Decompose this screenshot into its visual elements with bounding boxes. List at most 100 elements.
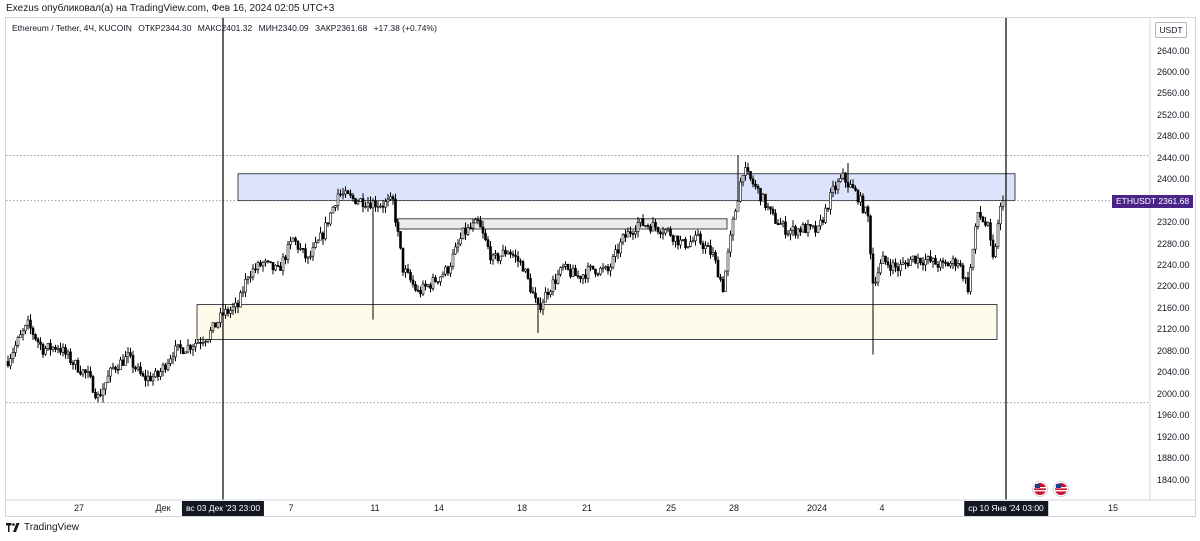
candle-up: [431, 277, 435, 289]
zone-layer: [196, 173, 1016, 340]
candle-up: [379, 205, 382, 208]
candle-up: [816, 225, 820, 233]
candle-up: [316, 239, 320, 243]
candle-up: [319, 232, 322, 241]
candle-up: [371, 200, 375, 209]
candle-up: [471, 222, 475, 229]
candle-up: [644, 225, 647, 227]
candle-down: [271, 262, 275, 271]
candle-up: [334, 205, 337, 208]
candle-up: [206, 339, 210, 342]
candle-up: [309, 255, 312, 258]
legend-symbol[interactable]: Ethereum / Tether, 4Ч, KUCOIN: [12, 23, 132, 33]
candle-down: [574, 267, 577, 276]
us-flag-event-icon-2[interactable]: [1053, 481, 1069, 497]
candle-up: [939, 260, 942, 268]
candle-down: [904, 262, 907, 265]
price-tick-label: 2040.00: [1157, 367, 1190, 378]
candle-up: [359, 198, 362, 202]
time-tick-label: 7: [288, 503, 294, 513]
candle-down: [759, 187, 762, 202]
candle-up: [324, 222, 327, 240]
tradingview-brand[interactable]: TradingView: [6, 522, 79, 533]
candle-up: [344, 190, 347, 195]
candle-up: [731, 218, 735, 236]
candle-up: [104, 382, 107, 390]
candle-up: [124, 356, 127, 366]
candle-down: [469, 227, 472, 229]
candle-up: [24, 325, 27, 332]
candle-up: [969, 267, 972, 292]
candle-down: [481, 226, 485, 234]
candle-up: [1001, 200, 1005, 207]
candle-up: [364, 206, 367, 208]
candle-up: [111, 366, 115, 369]
candle-up: [551, 279, 555, 292]
candle-up: [901, 262, 905, 265]
candle-down: [721, 278, 725, 292]
candle-up: [306, 256, 310, 259]
candle-up: [734, 210, 737, 220]
candle-down: [629, 231, 632, 234]
candle-up: [599, 267, 602, 275]
candle-up: [9, 358, 12, 367]
candle-down: [569, 269, 572, 277]
candle-up: [586, 266, 590, 279]
candle-up: [691, 240, 695, 243]
candle-up: [454, 246, 457, 255]
candle-down: [114, 366, 117, 370]
candle-down: [606, 266, 610, 272]
candle-up: [559, 267, 562, 275]
candle-down: [71, 362, 75, 365]
us-flag-event-icon[interactable]: [1032, 481, 1048, 497]
tradingview-logo-icon: [6, 523, 20, 532]
candle-up: [739, 181, 742, 202]
candle-down: [519, 260, 522, 263]
candle-down: [869, 215, 872, 255]
candle-down: [861, 195, 865, 213]
candle-down: [566, 264, 570, 270]
candle-up: [439, 276, 442, 282]
candle-down: [946, 262, 950, 267]
candle-down: [134, 366, 137, 370]
candle-down: [536, 297, 540, 304]
candle-up: [264, 260, 267, 263]
currency-selector[interactable]: USDT: [1155, 22, 1187, 38]
candle-up: [819, 219, 822, 227]
candle-down: [259, 262, 262, 267]
candle-up: [611, 256, 615, 268]
candle-down: [436, 281, 440, 283]
candle-down: [714, 252, 717, 261]
candle-down: [749, 171, 752, 180]
candle-down: [534, 292, 537, 299]
candle-up: [956, 263, 960, 267]
candle-down: [139, 366, 142, 374]
time-marker-left: вс 03 Дек '23 23:00: [181, 501, 265, 516]
candle-up: [666, 228, 670, 231]
candle-down: [981, 216, 985, 223]
candle-up: [964, 277, 967, 280]
candle-down: [754, 183, 757, 187]
candle-down: [424, 283, 427, 287]
candle-down: [446, 266, 450, 274]
candle-up: [626, 231, 630, 238]
candle-down: [641, 218, 645, 226]
candle-up: [109, 367, 112, 377]
candle-up: [299, 248, 302, 250]
candle-down: [411, 279, 415, 285]
candle-down: [354, 198, 357, 205]
candle-down: [826, 207, 830, 210]
candle-down: [906, 262, 910, 266]
candle-down: [419, 290, 422, 295]
chart-frame[interactable]: [5, 17, 1196, 517]
candle-up: [811, 225, 815, 228]
candle-up: [796, 228, 800, 236]
candle-down: [6, 361, 10, 367]
candle-down: [401, 247, 405, 273]
candle-down: [296, 241, 300, 250]
candle-up: [249, 276, 252, 279]
candle-down: [399, 231, 402, 249]
time-tick-label: 25: [665, 503, 677, 513]
candle-up: [176, 344, 180, 347]
